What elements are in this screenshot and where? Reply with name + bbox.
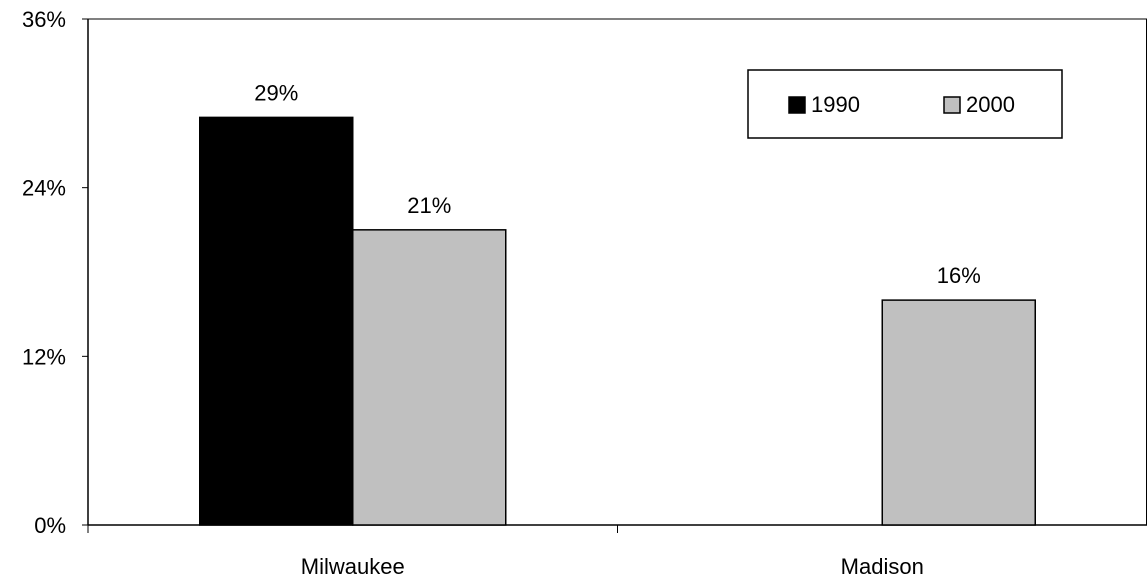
data-label: 21% [407, 193, 451, 218]
legend-swatch [788, 96, 806, 114]
legend-swatch [943, 96, 961, 114]
bar [199, 116, 354, 526]
chart-legend: 1990 2000 [747, 69, 1063, 139]
legend-label: 2000 [966, 92, 1015, 117]
data-labels: 29% 21% 16% [254, 80, 981, 288]
bar [352, 229, 507, 526]
y-tick-label: 0% [34, 513, 66, 538]
data-label: 29% [254, 80, 298, 105]
y-tick-label: 36% [22, 7, 66, 32]
legend-label: 1990 [811, 92, 860, 117]
data-label: 16% [937, 263, 981, 288]
chart-bars [199, 116, 1036, 526]
x-tick-label: Madison [841, 554, 924, 579]
x-tick-label: Milwaukee [301, 554, 405, 579]
y-tick-label: 12% [22, 344, 66, 369]
bar [881, 299, 1036, 526]
chart-axes: 0% 12% 24% 36% Milwaukee Madison [22, 7, 1147, 579]
y-tick-label: 24% [22, 176, 66, 201]
